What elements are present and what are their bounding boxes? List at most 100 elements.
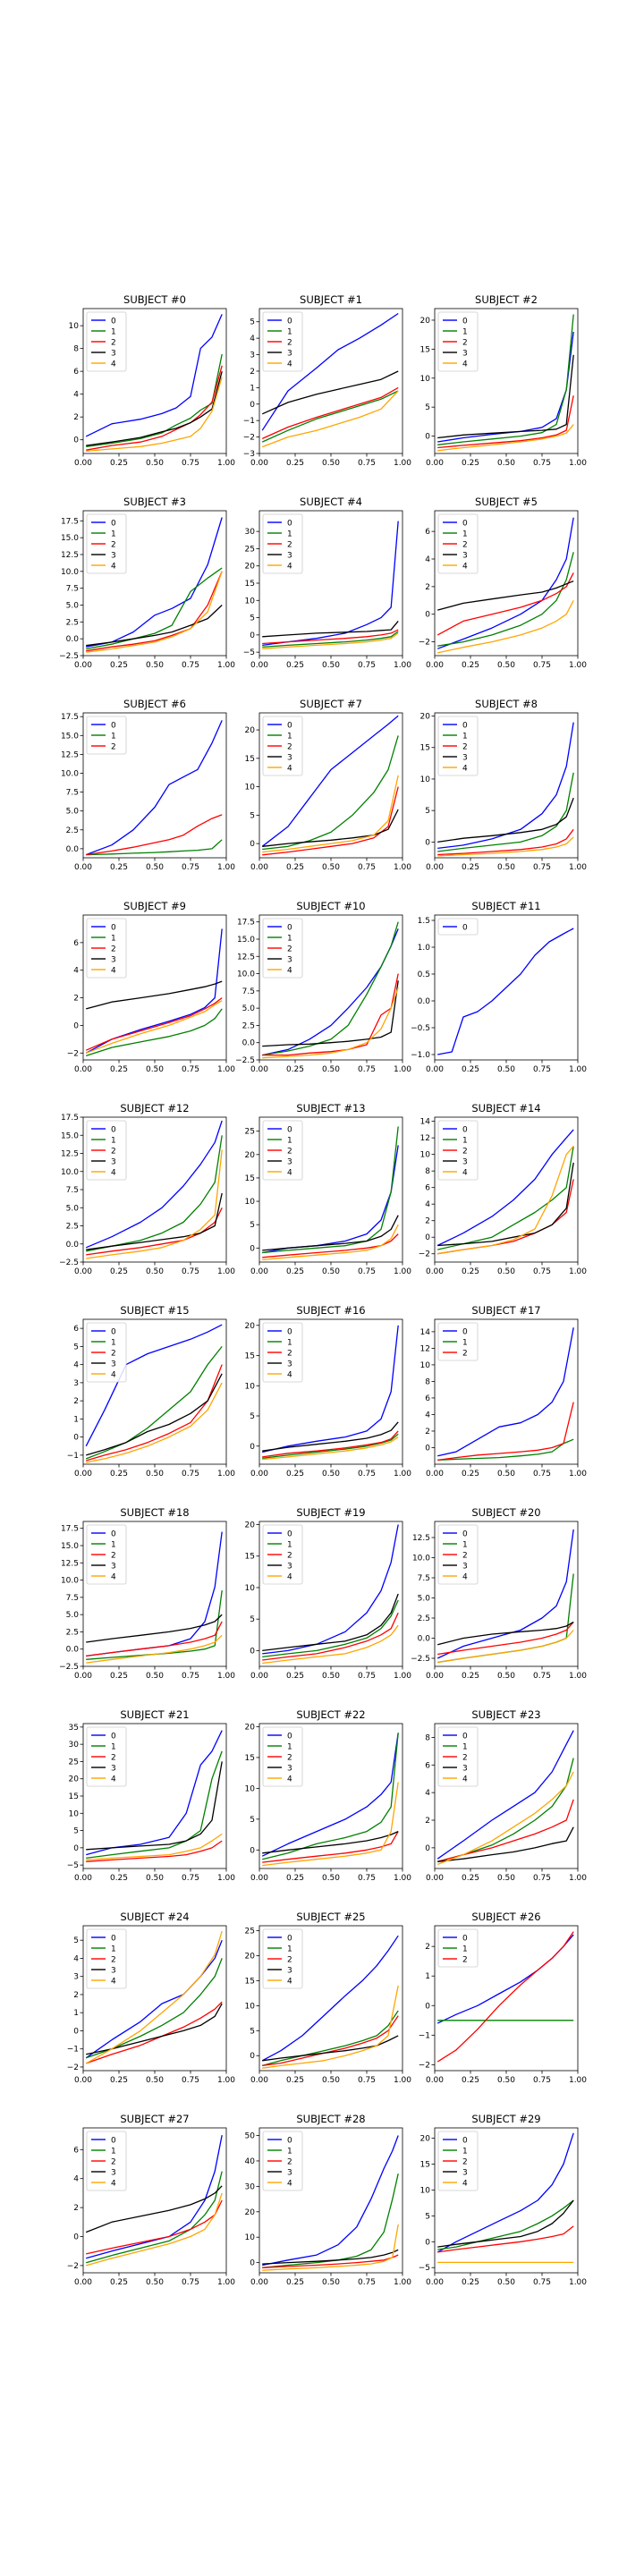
legend-label: 1: [287, 1339, 292, 1348]
x-tick-label: 0.00: [426, 1065, 444, 1074]
y-tick-label: 12: [420, 1344, 430, 1353]
y-tick-label: 15: [245, 755, 255, 764]
y-tick-label: 10: [245, 1382, 256, 1391]
subplot: SUBJECT #1 0.00 0.25 0.50 0.75 1.00 −3 −2 −1 0 1 2 3…: [243, 293, 412, 468]
series-group: [436, 1129, 574, 1255]
y-tick-label: −2.5: [411, 1655, 430, 1664]
series-line-3: [262, 809, 399, 847]
x-tick-label: 0.00: [74, 2076, 92, 2085]
y-tick-label: 14: [420, 1118, 431, 1127]
series-line-0: [437, 1327, 574, 1457]
legend-label: 4: [111, 1573, 116, 1582]
legend-label: 1: [462, 1541, 468, 1550]
legend-label: 2: [287, 2158, 292, 2167]
legend-label: 3: [287, 2169, 292, 2178]
x-tick-label: 1.00: [394, 863, 411, 872]
series-line-1: [262, 631, 399, 648]
legend-box: [437, 1928, 479, 1968]
x-tick-label: 0.75: [358, 863, 376, 872]
subplot: SUBJECT #280.00 0.25 0.50 0.75 1.00010203040…: [245, 2113, 412, 2287]
y-tick-label: 17.5: [61, 1114, 79, 1123]
series-line-3: [437, 1162, 574, 1247]
x-tick-label: 0.50: [146, 1874, 164, 1883]
legend-label: 4: [111, 1371, 116, 1380]
series-line-4: [437, 1145, 574, 1255]
subplot-title: SUBJECT #29: [471, 2113, 540, 2125]
x-tick-label: 1.00: [569, 1672, 587, 1681]
x-tick-label: 0.00: [74, 1267, 92, 1276]
subplot: SUBJECT #260.00 0.25 0.50 0.75 1.00−2−101201…: [419, 1911, 588, 2085]
series-line-4: [262, 1436, 399, 1461]
x-tick-label: 0.50: [146, 863, 164, 872]
x-tick-label: 0.50: [497, 1672, 515, 1681]
x-tick-label: 0.50: [322, 661, 340, 670]
series-group: [86, 517, 223, 653]
series-line-0: [85, 720, 223, 856]
legend-label: 1: [111, 1339, 116, 1348]
y-tick-label: 10: [69, 322, 80, 331]
y-tick-label: 15.0: [237, 936, 255, 945]
subplot: SUBJECT #130.00 0.25 0.50 0.75 1.00051015202…: [245, 1102, 412, 1276]
series-line-0: [86, 517, 223, 648]
series-line-4: [86, 1833, 223, 1861]
legend-label: 2: [287, 339, 292, 348]
x-tick-label: 0.25: [462, 1874, 479, 1883]
y-tick-label: −2: [67, 2262, 79, 2271]
x-tick-label: 0.75: [182, 1267, 199, 1276]
subplot: SUBJECT #50.00 0.25 0.50 0.75 1.00−202460123…: [419, 496, 588, 670]
x-tick-label: 0.75: [533, 661, 551, 670]
legend-label: 1: [462, 733, 468, 741]
y-tick-label: 1.5: [418, 917, 430, 926]
series-line-4: [262, 987, 399, 1059]
y-tick-label: 10.0: [61, 1577, 79, 1586]
series-line-0: [436, 1129, 574, 1247]
legend-label: 4: [111, 1978, 116, 1987]
legend-label: 4: [111, 360, 116, 369]
y-tick-label: −5: [67, 1861, 79, 1870]
subplot-title: SUBJECT #15: [120, 1304, 189, 1317]
x-tick-label: 0.50: [497, 661, 515, 670]
x-tick-label: 0.75: [533, 1065, 551, 1074]
legend-label: 3: [462, 552, 468, 561]
series-line-1: [262, 1599, 399, 1658]
y-tick-label: 2: [425, 583, 430, 592]
series-line-2: [436, 572, 574, 636]
x-tick-label: 0.25: [110, 459, 128, 468]
y-tick-label: 0: [73, 1021, 79, 1030]
y-tick-label: 10: [245, 1584, 256, 1593]
y-tick-label: −2.5: [59, 652, 79, 661]
y-tick-label: 2: [73, 413, 79, 422]
series-line-1: [437, 1438, 574, 1462]
y-tick-label: 10: [245, 784, 256, 792]
legend-label: 0: [462, 1733, 468, 1741]
legend-label: 2: [462, 1350, 468, 1359]
y-tick-label: 20: [245, 2208, 256, 2217]
series-line-1: [86, 2171, 223, 2264]
legend-label: 0: [287, 1733, 292, 1741]
x-tick-label: 0.00: [74, 1470, 92, 1479]
x-tick-label: 0.25: [286, 1065, 304, 1074]
x-tick-label: 0.00: [250, 1065, 268, 1074]
y-tick-label: −2: [67, 2063, 79, 2072]
y-tick-label: 4: [425, 1789, 430, 1798]
series-line-1: [262, 921, 399, 1056]
x-tick-label: 0.75: [533, 863, 551, 872]
legend-label: 2: [462, 743, 468, 752]
legend-label: 3: [111, 552, 116, 561]
legend-label: 4: [462, 563, 468, 572]
x-tick-label: 0.25: [286, 1470, 304, 1479]
series-line-1: [437, 552, 574, 647]
series-group: [436, 1730, 574, 1866]
legend-label: 3: [287, 1360, 292, 1369]
series-line-3: [262, 1421, 399, 1452]
y-tick-label: −1: [419, 2031, 430, 2040]
legend-label: 2: [111, 541, 116, 550]
legend-label: 1: [111, 328, 116, 337]
series-line-2: [85, 2001, 223, 2064]
y-tick-label: 15.0: [61, 732, 79, 741]
series-group: [261, 1733, 399, 1867]
y-tick-label: 15: [245, 1174, 255, 1183]
y-tick-label: 2.5: [66, 826, 79, 835]
